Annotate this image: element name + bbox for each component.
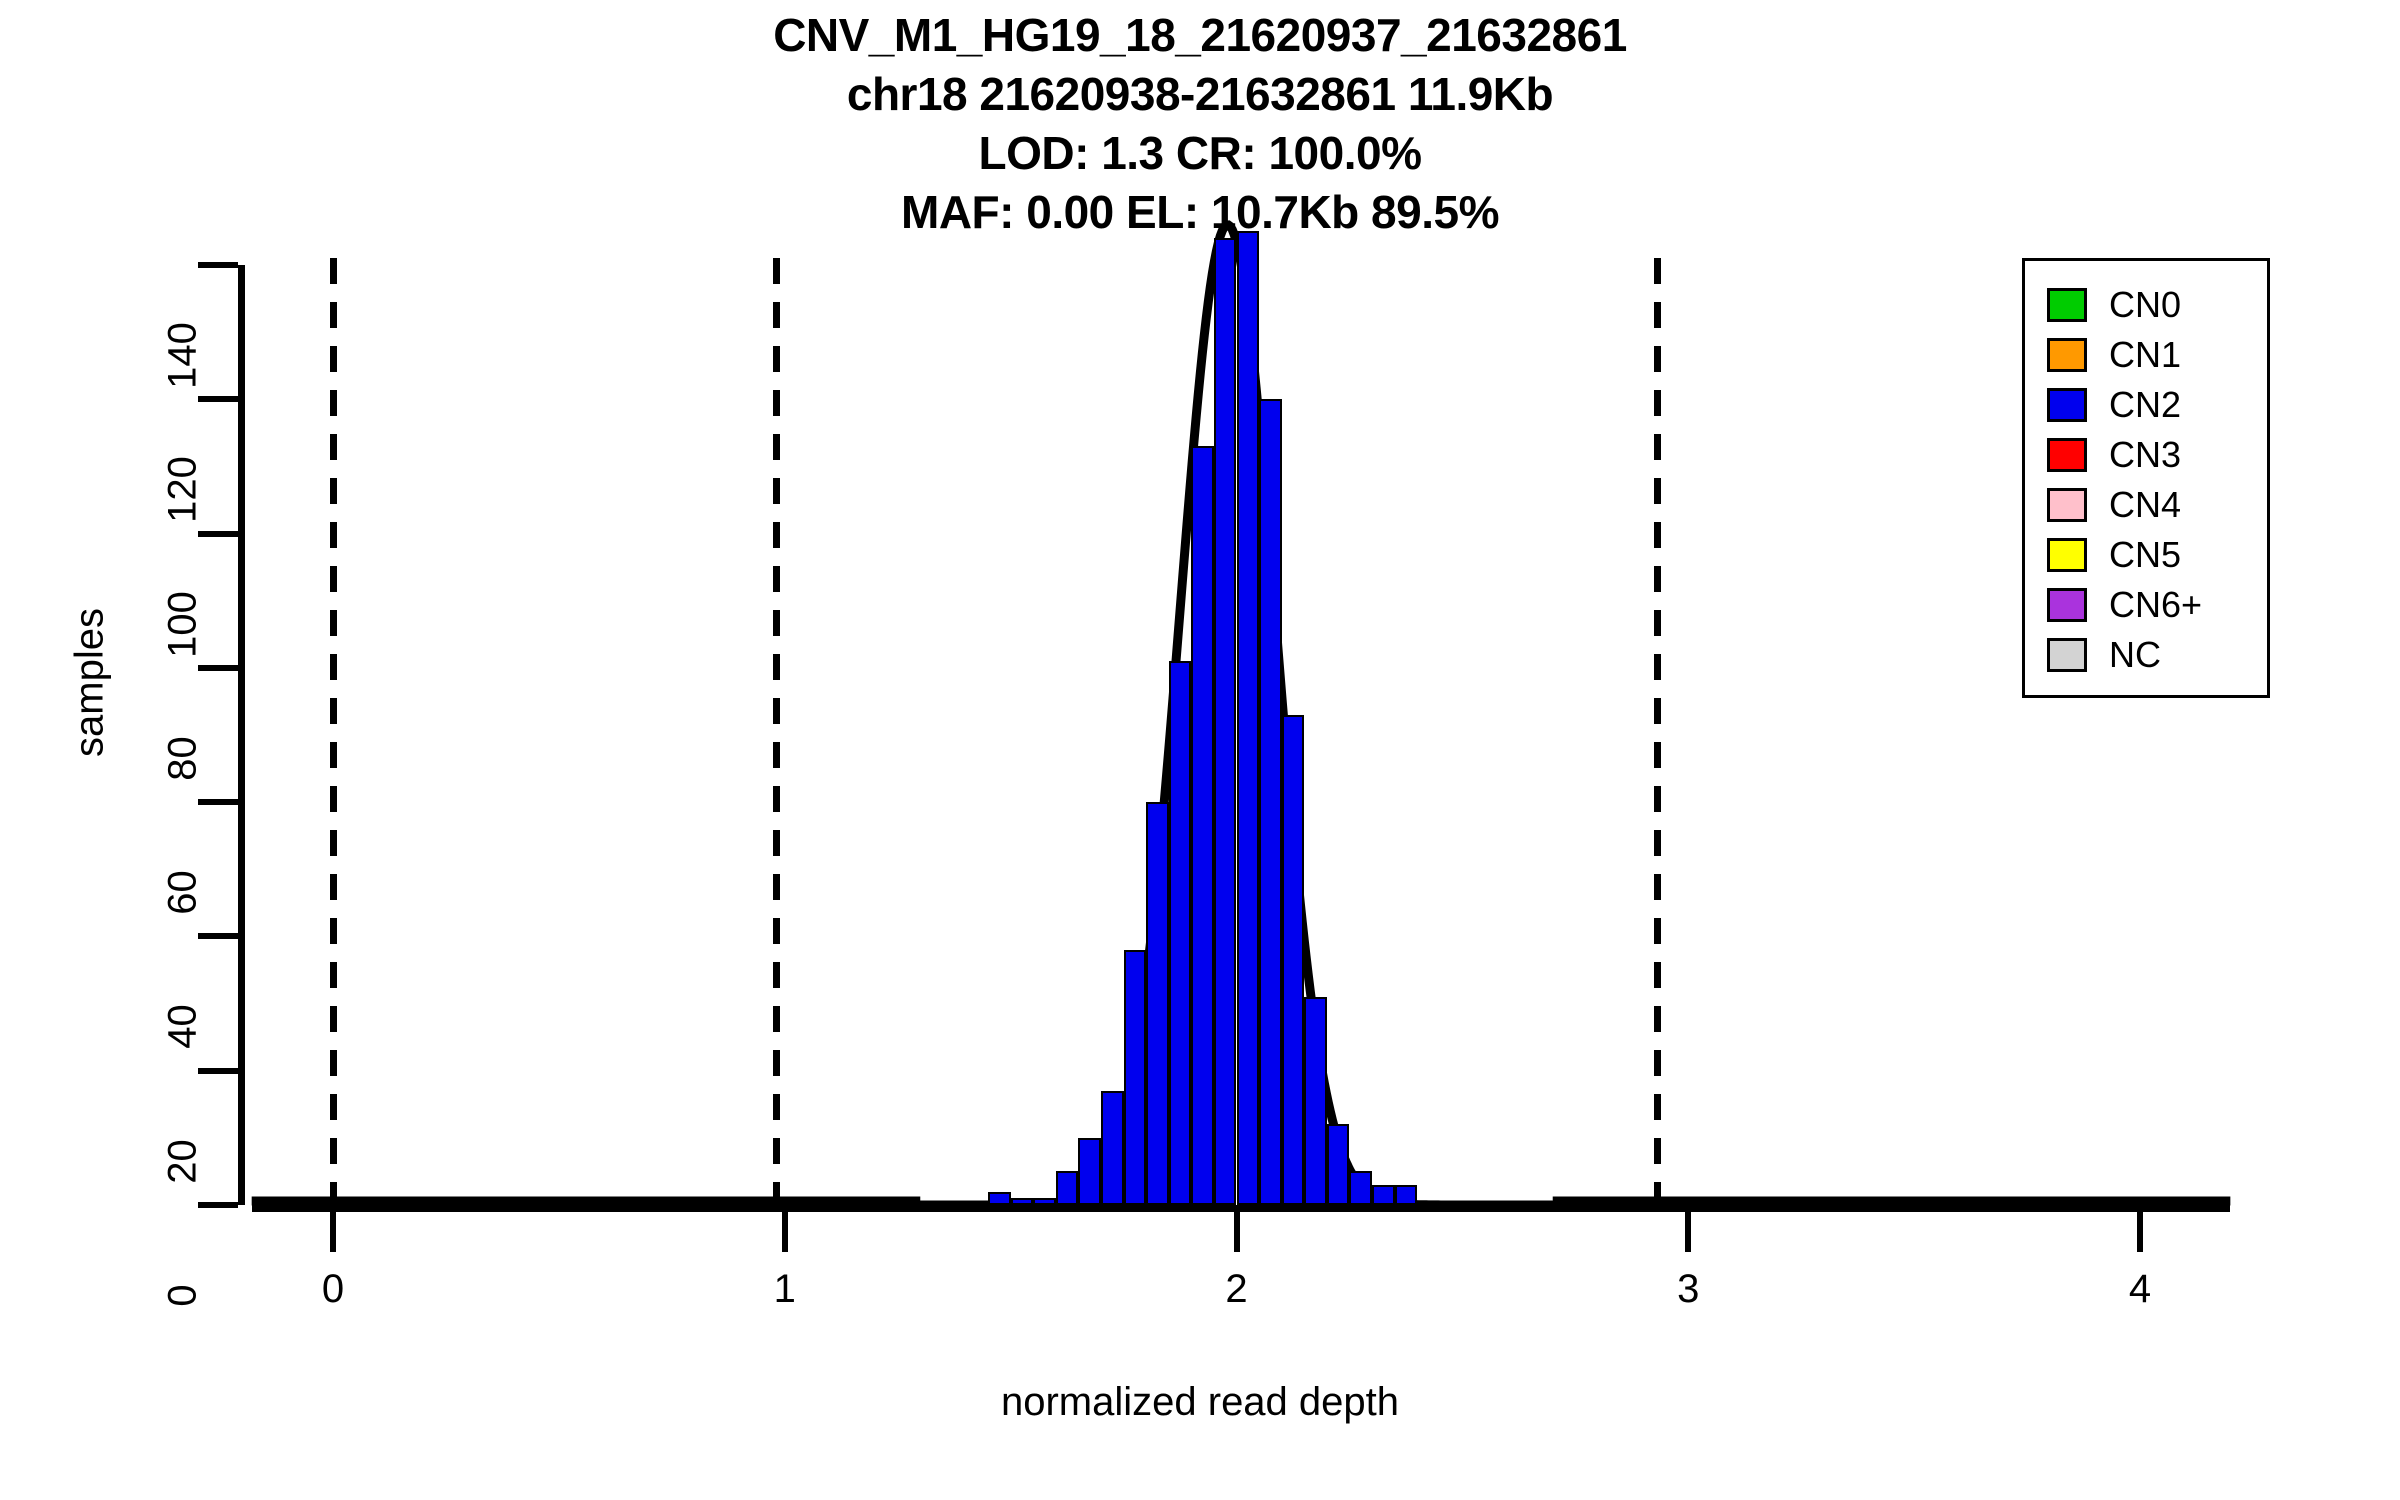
histogram-bar (1372, 1184, 1395, 1205)
legend-item-label: CN3 (2109, 434, 2182, 475)
legend-item-label: CN5 (2109, 534, 2182, 575)
legend-item-label: CN6+ (2109, 584, 2203, 625)
histogram-bar (1078, 1137, 1101, 1205)
x-axis-tick-label: 2 (1225, 1267, 1248, 1311)
legend-swatch-icon (2047, 638, 2087, 672)
y-axis-tick (198, 1067, 238, 1074)
histogram-bar (1100, 1090, 1124, 1205)
x-axis-line (251, 1205, 2231, 1212)
histogram-bar (1259, 399, 1282, 1205)
histogram-bar (1213, 238, 1237, 1205)
histogram-bar (1010, 1198, 1034, 1205)
histogram-bar (1033, 1198, 1056, 1205)
threshold-dashed-line-3 (1653, 258, 1661, 1205)
histogram-bar (1236, 231, 1260, 1205)
y-axis-tick (198, 396, 238, 403)
histogram-bar (1191, 446, 1214, 1205)
legend-swatch-icon (2047, 488, 2087, 522)
threshold-dashed-line-1 (772, 258, 780, 1205)
histogram-bar (988, 1191, 1011, 1205)
x-axis-tick-label: 0 (321, 1267, 345, 1311)
y-axis-tick-label: 140 (160, 322, 205, 389)
histogram-bar (1326, 1124, 1350, 1205)
legend-item-cn6plus[interactable]: CN6+ (2047, 583, 2202, 627)
y-axis-tick (198, 1202, 238, 1208)
legend-swatch-icon (2047, 538, 2087, 572)
histogram-bar (1281, 714, 1305, 1205)
legend-swatch-icon (2047, 338, 2087, 372)
y-axis-tick (198, 664, 238, 671)
x-axis-tick (781, 1212, 788, 1252)
x-axis-tick (1685, 1212, 1692, 1252)
legend-item-cn1[interactable]: CN1 (2047, 333, 2181, 377)
histogram-bar (1168, 661, 1192, 1205)
legend-swatch-icon (2047, 288, 2087, 322)
x-axis-tick (2137, 1212, 2143, 1252)
legend-item-cn3[interactable]: CN3 (2047, 433, 2181, 477)
legend-item-cn0[interactable]: CN0 (2047, 283, 2181, 327)
y-axis-tick (198, 933, 238, 940)
histogram-bar (1394, 1184, 1418, 1205)
y-axis-line (238, 265, 245, 1205)
x-axis-title: normalized read depth (1000, 1380, 1400, 1424)
y-axis-tick (198, 262, 238, 268)
x-axis-tick (1233, 1212, 1240, 1252)
legend-item-cn5[interactable]: CN5 (2047, 533, 2181, 577)
legend-item-cn4[interactable]: CN4 (2047, 483, 2181, 527)
legend-item-label: CN2 (2109, 384, 2182, 425)
x-axis-tick (330, 1212, 336, 1252)
x-axis-tick-label: 1 (773, 1267, 796, 1311)
histogram-bar (1123, 949, 1147, 1205)
legend-swatch-icon (2047, 438, 2087, 472)
legend-item-label: CN0 (2109, 284, 2182, 325)
legend: CN0 CN1 CN2 CN3 CN4 CN5 CN6+ NC (2022, 258, 2270, 698)
threshold-dashed-line-0 (330, 258, 337, 1205)
histogram-bar (1349, 1171, 1373, 1205)
histogram-bar (1055, 1171, 1079, 1205)
legend-item-label: CN4 (2109, 484, 2182, 525)
x-axis-tick-label: 4 (2128, 1267, 2152, 1311)
legend-swatch-icon (2047, 388, 2087, 422)
legend-item-label: CN1 (2109, 334, 2182, 375)
legend-item-cn2[interactable]: CN2 (2047, 383, 2181, 427)
y-axis-tick (198, 530, 238, 537)
legend-item-label: NC (2109, 634, 2161, 675)
y-axis-tick (198, 799, 238, 806)
x-axis-tick-label: 3 (1677, 1267, 1700, 1311)
histogram-bar (1304, 996, 1327, 1205)
legend-swatch-icon (2047, 588, 2087, 622)
legend-item-nc[interactable]: NC (2047, 633, 2161, 677)
histogram-bar (1146, 802, 1169, 1205)
